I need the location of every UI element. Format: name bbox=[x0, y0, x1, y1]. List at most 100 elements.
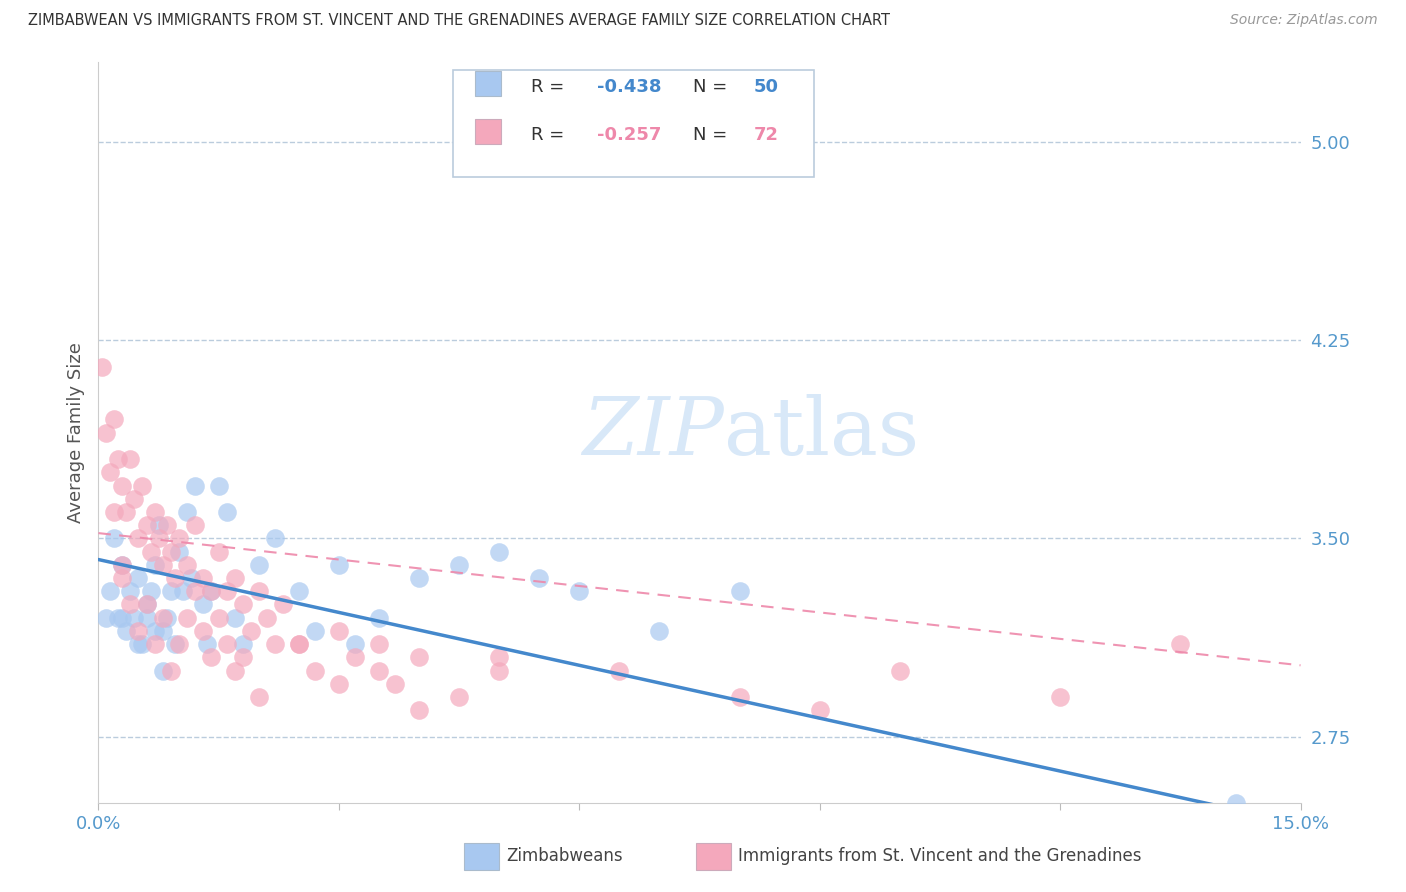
Point bbox=[111, 558, 134, 572]
Point bbox=[287, 584, 309, 599]
Point bbox=[180, 571, 202, 585]
Point bbox=[128, 637, 150, 651]
Text: ZIMBABWEAN VS IMMIGRANTS FROM ST. VINCENT AND THE GRENADINES AVERAGE FAMILY SIZE: ZIMBABWEAN VS IMMIGRANTS FROM ST. VINCEN… bbox=[28, 13, 890, 29]
Point bbox=[808, 703, 831, 717]
Point bbox=[247, 584, 270, 599]
Point bbox=[103, 532, 125, 546]
Text: 72: 72 bbox=[754, 126, 779, 144]
Point bbox=[176, 558, 198, 572]
Point bbox=[172, 584, 194, 599]
Point bbox=[408, 571, 430, 585]
Point bbox=[488, 650, 510, 665]
Point bbox=[103, 505, 125, 519]
Point bbox=[91, 359, 114, 374]
Point bbox=[368, 610, 391, 624]
Point bbox=[195, 637, 218, 651]
Point bbox=[368, 637, 391, 651]
Point bbox=[343, 650, 366, 665]
Point bbox=[128, 532, 150, 546]
Point bbox=[159, 664, 181, 678]
Point bbox=[124, 491, 146, 506]
Text: R =: R = bbox=[531, 78, 571, 95]
Point bbox=[100, 584, 122, 599]
Point bbox=[148, 518, 170, 533]
Point bbox=[728, 584, 751, 599]
Point bbox=[111, 571, 134, 585]
Point bbox=[191, 571, 214, 585]
Point bbox=[368, 664, 391, 678]
Point bbox=[232, 637, 254, 651]
Point bbox=[224, 571, 246, 585]
Point bbox=[488, 544, 510, 558]
Text: N =: N = bbox=[693, 78, 734, 95]
Point bbox=[488, 664, 510, 678]
Point bbox=[176, 505, 198, 519]
Point bbox=[176, 610, 198, 624]
Point bbox=[163, 571, 186, 585]
Point bbox=[408, 650, 430, 665]
Point bbox=[287, 637, 309, 651]
Point bbox=[232, 598, 254, 612]
Point bbox=[1170, 637, 1192, 651]
Point bbox=[115, 505, 138, 519]
FancyBboxPatch shape bbox=[453, 70, 814, 178]
Point bbox=[107, 452, 129, 467]
Point bbox=[135, 610, 157, 624]
Text: -0.257: -0.257 bbox=[598, 126, 662, 144]
Point bbox=[232, 650, 254, 665]
Point bbox=[131, 637, 153, 651]
Point bbox=[152, 624, 174, 638]
Y-axis label: Average Family Size: Average Family Size bbox=[66, 343, 84, 523]
Point bbox=[115, 624, 138, 638]
Point bbox=[191, 598, 214, 612]
Point bbox=[247, 558, 270, 572]
Point bbox=[128, 624, 150, 638]
Point bbox=[215, 505, 238, 519]
Point bbox=[215, 637, 238, 651]
Text: atlas: atlas bbox=[724, 393, 918, 472]
Point bbox=[120, 452, 142, 467]
Point bbox=[256, 610, 278, 624]
Point bbox=[304, 664, 326, 678]
Point bbox=[447, 558, 470, 572]
Text: Immigrants from St. Vincent and the Grenadines: Immigrants from St. Vincent and the Gren… bbox=[738, 847, 1142, 865]
Point bbox=[447, 690, 470, 704]
Point bbox=[287, 637, 309, 651]
Point bbox=[239, 624, 262, 638]
Point bbox=[609, 664, 631, 678]
Point bbox=[215, 584, 238, 599]
Point bbox=[183, 518, 205, 533]
Point bbox=[120, 584, 142, 599]
Point bbox=[107, 610, 129, 624]
Text: R =: R = bbox=[531, 126, 571, 144]
Point bbox=[191, 624, 214, 638]
Point bbox=[1225, 796, 1247, 810]
Text: 50: 50 bbox=[754, 78, 779, 95]
Point bbox=[648, 624, 671, 638]
Point bbox=[155, 610, 177, 624]
Point bbox=[183, 584, 205, 599]
Point bbox=[111, 478, 134, 492]
Point bbox=[152, 664, 174, 678]
Point bbox=[139, 544, 162, 558]
Point bbox=[200, 584, 222, 599]
Point bbox=[328, 677, 350, 691]
Point bbox=[155, 518, 177, 533]
Point bbox=[263, 637, 285, 651]
Point bbox=[728, 690, 751, 704]
Point bbox=[143, 637, 166, 651]
Point bbox=[135, 598, 157, 612]
Point bbox=[1049, 690, 1071, 704]
Point bbox=[328, 624, 350, 638]
Point bbox=[111, 558, 134, 572]
Point bbox=[247, 690, 270, 704]
Point bbox=[328, 558, 350, 572]
Point bbox=[96, 610, 118, 624]
Point bbox=[224, 610, 246, 624]
Point bbox=[200, 650, 222, 665]
Point bbox=[96, 425, 118, 440]
Point bbox=[224, 664, 246, 678]
Text: ZIP: ZIP bbox=[582, 394, 724, 471]
Point bbox=[304, 624, 326, 638]
Point bbox=[139, 584, 162, 599]
